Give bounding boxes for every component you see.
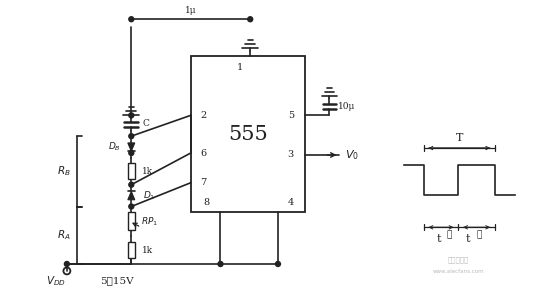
Text: 电子发烧友: 电子发烧友 <box>447 257 469 263</box>
Circle shape <box>65 262 69 267</box>
Circle shape <box>129 151 134 155</box>
Text: 1μ: 1μ <box>185 6 196 15</box>
Circle shape <box>129 134 134 139</box>
Text: 4: 4 <box>288 198 294 207</box>
Text: T: T <box>456 133 463 143</box>
Text: 1k: 1k <box>142 167 153 176</box>
Text: 8: 8 <box>203 198 210 207</box>
Text: 5～15V: 5～15V <box>100 276 133 285</box>
Text: $D_B$: $D_B$ <box>108 141 121 153</box>
Text: 555: 555 <box>228 125 267 144</box>
Text: 2: 2 <box>201 111 207 120</box>
Text: C: C <box>143 119 149 128</box>
Text: $RP_1$: $RP_1$ <box>141 215 158 228</box>
Circle shape <box>129 204 134 209</box>
Text: 放: 放 <box>476 231 482 240</box>
Circle shape <box>218 262 223 267</box>
Circle shape <box>248 17 253 22</box>
Text: $V_{DD}$: $V_{DD}$ <box>46 274 66 288</box>
Bar <box>191 56 305 212</box>
Bar <box>128 242 135 259</box>
Text: 充: 充 <box>447 231 452 240</box>
Text: 5: 5 <box>288 111 294 120</box>
Text: 7: 7 <box>201 178 207 187</box>
Circle shape <box>276 262 281 267</box>
Text: $D_1$: $D_1$ <box>143 189 155 202</box>
Text: 1k: 1k <box>142 246 153 255</box>
Text: t: t <box>466 234 470 244</box>
Bar <box>128 163 135 179</box>
Polygon shape <box>128 143 135 151</box>
Text: $R_B$: $R_B$ <box>57 164 71 178</box>
Circle shape <box>129 182 134 187</box>
Text: 6: 6 <box>201 148 207 158</box>
Text: $V_0$: $V_0$ <box>345 148 359 162</box>
Text: www.alecfans.com: www.alecfans.com <box>433 269 484 274</box>
Polygon shape <box>128 192 135 200</box>
Text: t: t <box>437 234 441 244</box>
Circle shape <box>129 17 134 22</box>
Text: 1: 1 <box>237 63 243 72</box>
Bar <box>128 212 135 230</box>
Circle shape <box>129 113 134 118</box>
Text: 3: 3 <box>288 151 294 159</box>
Text: 10μ: 10μ <box>337 102 355 111</box>
Text: $R_A$: $R_A$ <box>57 228 71 242</box>
